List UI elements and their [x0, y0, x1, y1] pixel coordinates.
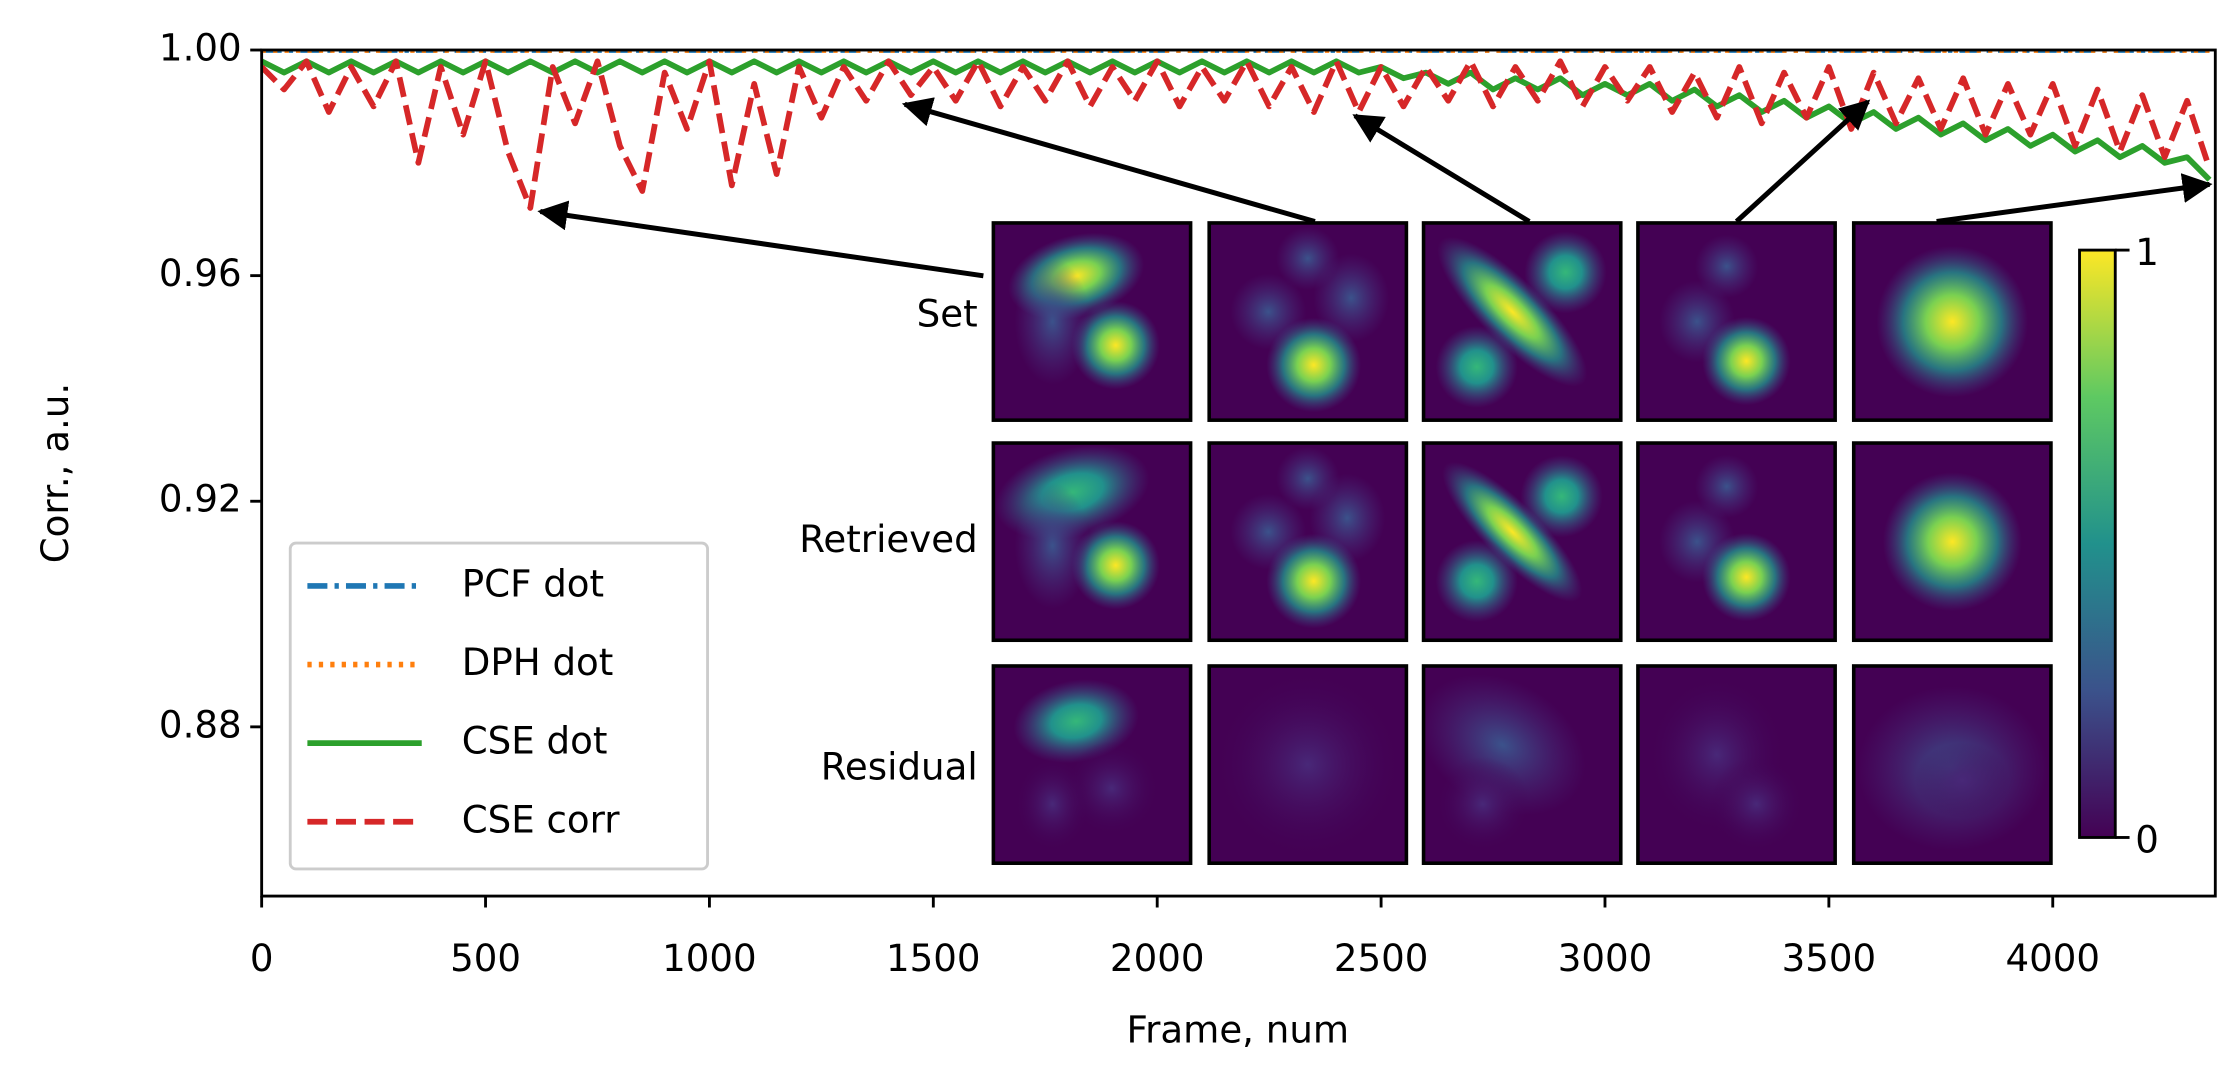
heatmap-frame	[1421, 664, 1623, 865]
heatmap-frame	[1636, 221, 1837, 422]
colorbar	[2078, 248, 2117, 839]
heatmap-blob	[1276, 446, 1340, 511]
y-axis-label: Corr., a.u.	[34, 383, 77, 563]
arrow	[1936, 173, 2213, 224]
arrow	[901, 97, 1316, 224]
heatmap-blob	[1266, 317, 1362, 413]
legend-label: PCF dot	[462, 562, 604, 605]
heatmap-blob	[1524, 231, 1607, 314]
heatmap-frame	[1636, 441, 1837, 643]
heatmap-thumb	[1207, 664, 1409, 865]
heatmap-thumb	[1851, 221, 2053, 422]
heatmap-blob	[1014, 756, 1091, 852]
heatmap-blob	[1914, 742, 2010, 819]
legend-label: DPH dot	[462, 641, 614, 684]
y-tick-label: 0.88	[159, 703, 242, 746]
row-label: Retrieved	[799, 518, 977, 561]
heatmap-thumb	[1636, 664, 1837, 865]
heatmap-blob	[1213, 669, 1403, 860]
x-axis-label: Frame, num	[1126, 1008, 1349, 1051]
heatmap-blob	[1071, 301, 1160, 390]
legend-box	[288, 541, 709, 871]
heatmap-blob	[1876, 245, 2029, 398]
heatmap-frame	[1207, 441, 1409, 643]
heatmap-blob	[1442, 461, 1583, 602]
legend-label: CSE corr	[462, 798, 621, 841]
heatmap-frame	[1851, 441, 2053, 643]
plot-frame	[260, 48, 2217, 898]
heatmap-frame	[1421, 441, 1623, 643]
heatmap-blob	[1437, 236, 1588, 387]
x-tick-label: 4000	[2005, 937, 2100, 980]
heatmap-blob	[1435, 756, 1531, 852]
x-tick-label: 3000	[1558, 937, 1653, 980]
heatmap-blob	[1014, 482, 1091, 609]
x-tick-label: 3500	[1782, 937, 1877, 980]
series-line	[261, 58, 2212, 182]
colorbar-tick-label: 0	[2135, 818, 2159, 861]
heatmap-blob	[1520, 455, 1603, 538]
heatmap-thumb	[991, 221, 1193, 422]
heatmap-frame	[991, 221, 1193, 422]
heatmap-frame	[1421, 221, 1623, 422]
x-tick-label: 2500	[1334, 937, 1429, 980]
heatmap-blob	[1708, 756, 1804, 852]
heatmap-thumb	[1636, 221, 1837, 422]
heatmap-blob	[1071, 521, 1160, 610]
heatmap-frame	[1207, 221, 1409, 422]
heatmap-blob	[1882, 472, 2022, 612]
heatmap-frame	[1207, 664, 1409, 865]
heatmap-thumb	[991, 441, 1193, 643]
heatmap-blob	[1014, 258, 1091, 385]
row-label: Set	[917, 292, 978, 335]
y-tick-label: 0.92	[159, 478, 242, 521]
heatmap-blob	[1276, 226, 1340, 291]
heatmap-thumb	[1851, 441, 2053, 643]
heatmap-thumb	[1419, 664, 1623, 865]
heatmap-blob	[1435, 540, 1518, 623]
heatmap-frame	[1851, 664, 2053, 865]
heatmap-frame	[1851, 221, 2053, 422]
arrow	[1352, 113, 1531, 224]
y-tick-label: 0.96	[159, 252, 242, 295]
heatmap-blob	[1695, 454, 1759, 518]
arrow	[537, 200, 984, 279]
heatmap-frame	[1636, 664, 1837, 865]
x-tick-label: 500	[450, 937, 521, 980]
heatmap-frame	[991, 664, 1193, 865]
series-line	[261, 58, 2213, 211]
colorbar-tick-label: 1	[2135, 231, 2159, 274]
heatmap-thumb	[1207, 441, 1409, 643]
x-tick-label: 1500	[886, 937, 981, 980]
heatmap-thumb	[991, 664, 1193, 865]
x-tick-label: 0	[250, 937, 274, 980]
heatmap-thumb	[1421, 221, 1623, 422]
heatmap-frame	[991, 441, 1193, 643]
plot-lines	[261, 50, 2213, 211]
inset: Set Retrieved Residual 0 1	[537, 97, 2213, 865]
legend-label: CSE dot	[462, 720, 608, 763]
row-label: Residual	[821, 745, 978, 788]
heatmap-thumb	[1636, 441, 1837, 643]
heatmap-blob	[1702, 532, 1791, 622]
heatmap-thumb	[1851, 664, 2053, 865]
heatmap-blob	[1702, 316, 1791, 406]
heatmap-thumb	[1421, 441, 1623, 643]
arrow	[1734, 99, 1871, 224]
y-tick-label: 1.00	[159, 27, 242, 70]
heatmap-thumb	[1207, 221, 1409, 422]
x-tick-label: 1000	[662, 937, 757, 980]
heatmap-blob	[1435, 325, 1518, 408]
heatmap-blob	[1695, 234, 1759, 298]
heatmap-blob	[1266, 533, 1362, 629]
x-tick-label: 2000	[1110, 937, 1205, 980]
